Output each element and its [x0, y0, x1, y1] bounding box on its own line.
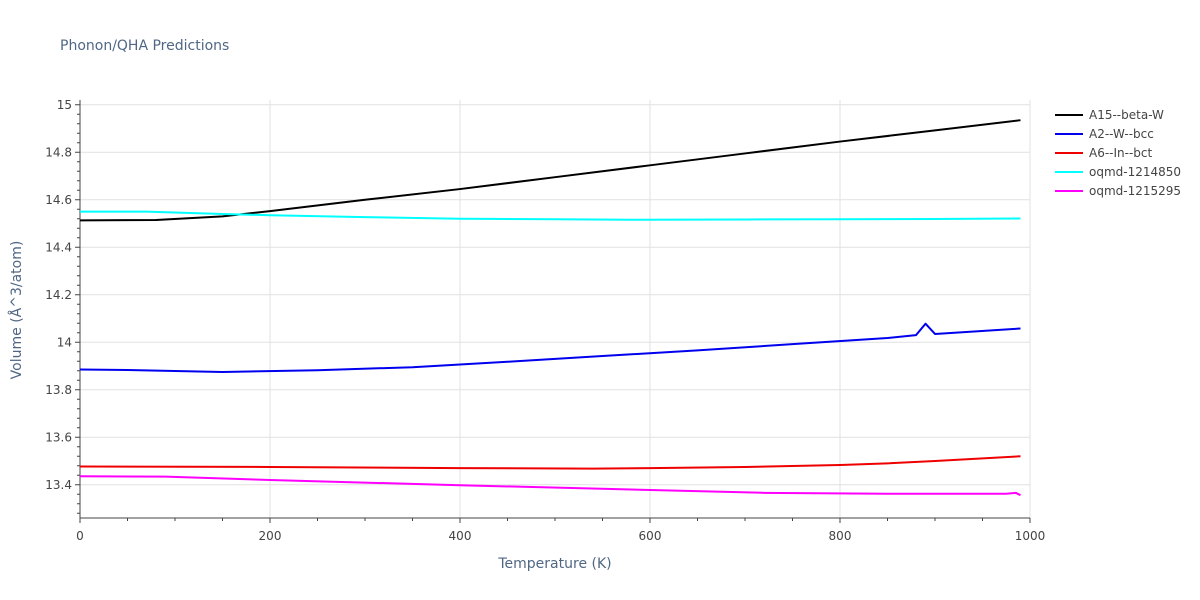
legend[interactable]: A15--beta-W A2--W--bcc A6--In--bct oqmd-121… — [1055, 108, 1181, 198]
series-line-oqmd-1215295 — [79, 475, 1021, 497]
chart-title: Phonon/QHA Predictions — [60, 38, 229, 54]
y-tick-label: 14.2 — [45, 288, 72, 302]
legend-label: oqmd-1214850 — [1089, 165, 1181, 179]
y-tick-label: 13.4 — [45, 478, 72, 492]
y-axis: 13.4 13.6 13.8 14 14.2 14.4 14.6 14.8 15 — [45, 98, 81, 518]
series-line-A15--beta-W — [79, 119, 1021, 222]
legend-label: A6--In--bct — [1089, 146, 1153, 160]
legend-item[interactable]: oqmd-1214850 — [1055, 165, 1181, 179]
x-tick-label: 200 — [259, 529, 282, 543]
legend-label: A2--W--bcc — [1089, 127, 1154, 141]
x-tick-label: 600 — [639, 529, 662, 543]
y-tick-label: 14.4 — [45, 240, 72, 254]
x-tick-label: 800 — [829, 529, 852, 543]
legend-label: oqmd-1215295 — [1089, 184, 1181, 198]
x-tick-label: 400 — [449, 529, 472, 543]
grid — [80, 100, 1031, 518]
x-axis-title: Temperature (K) — [497, 556, 611, 572]
series-line-A6--In--bct — [79, 455, 1021, 470]
x-tick-label: 1000 — [1015, 529, 1046, 543]
legend-item[interactable]: A2--W--bcc — [1055, 127, 1154, 141]
y-tick-label: 14 — [57, 335, 72, 349]
series-line-A2--W--bcc — [79, 322, 1021, 373]
y-tick-label: 14.8 — [45, 145, 72, 159]
legend-label: A15--beta-W — [1089, 108, 1164, 122]
x-tick-label: 0 — [76, 529, 84, 543]
x-axis: 0 200 400 600 800 1000 — [76, 517, 1046, 543]
legend-item[interactable]: A15--beta-W — [1055, 108, 1164, 122]
y-tick-label: 13.6 — [45, 430, 72, 444]
y-tick-label: 13.8 — [45, 383, 72, 397]
legend-item[interactable]: A6--In--bct — [1055, 146, 1153, 160]
y-tick-label: 14.6 — [45, 193, 72, 207]
plot-lines — [79, 119, 1021, 497]
y-axis-title: Volume (Å^3/atom) — [8, 241, 25, 380]
y-tick-label: 15 — [57, 98, 72, 112]
series-line-oqmd-1214850 — [80, 210, 1021, 221]
legend-item[interactable]: oqmd-1215295 — [1055, 184, 1181, 198]
